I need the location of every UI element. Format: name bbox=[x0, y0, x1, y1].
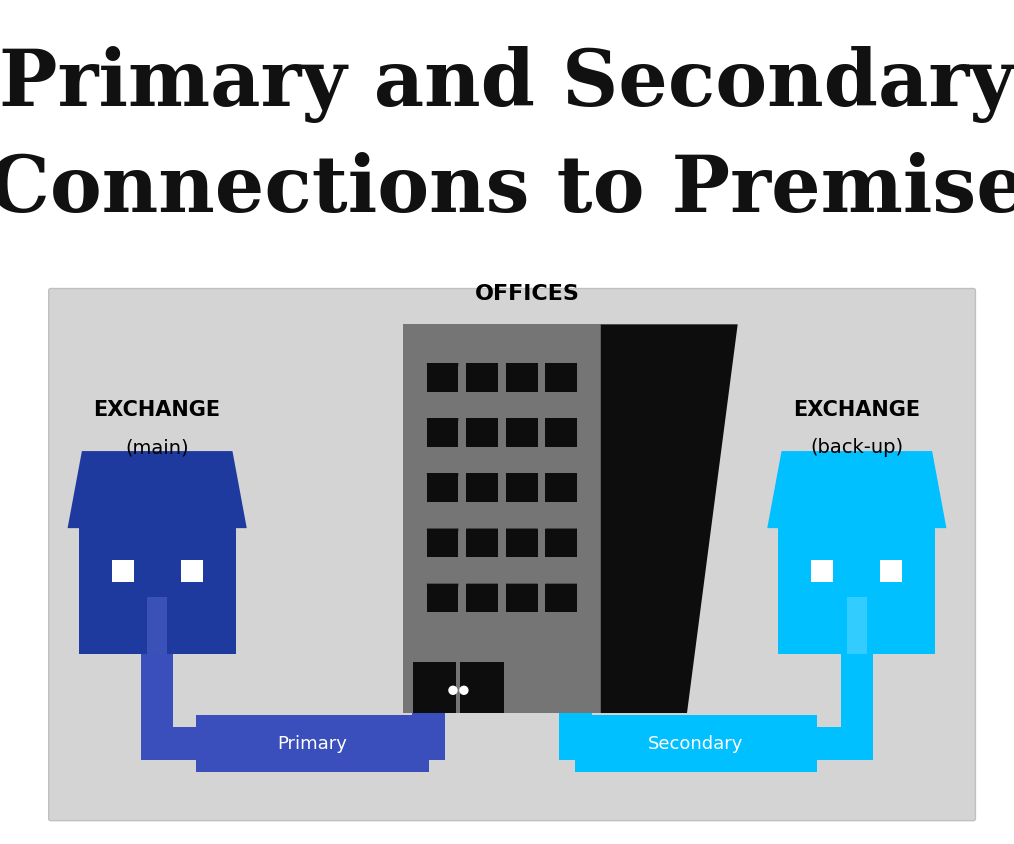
Bar bbox=[575, 715, 816, 772]
Polygon shape bbox=[768, 452, 946, 528]
Polygon shape bbox=[427, 419, 458, 434]
Bar bbox=[404, 325, 601, 713]
Bar bbox=[180, 560, 203, 582]
Polygon shape bbox=[506, 364, 537, 379]
Polygon shape bbox=[466, 419, 498, 434]
Bar bbox=[546, 473, 577, 502]
Bar bbox=[466, 584, 498, 613]
Bar bbox=[546, 419, 577, 447]
Bar bbox=[427, 584, 458, 613]
Bar bbox=[141, 728, 445, 760]
Bar bbox=[466, 419, 498, 447]
Polygon shape bbox=[466, 529, 498, 544]
Polygon shape bbox=[466, 473, 498, 490]
Polygon shape bbox=[546, 364, 577, 379]
Bar bbox=[880, 560, 902, 582]
Polygon shape bbox=[546, 529, 577, 544]
Polygon shape bbox=[546, 473, 577, 490]
Polygon shape bbox=[506, 529, 537, 544]
Bar bbox=[841, 646, 873, 760]
Bar bbox=[196, 715, 430, 772]
Bar bbox=[779, 528, 935, 654]
Bar bbox=[466, 473, 498, 502]
Bar bbox=[811, 560, 834, 582]
Bar bbox=[506, 529, 537, 558]
Polygon shape bbox=[427, 584, 458, 599]
Polygon shape bbox=[427, 364, 458, 379]
Circle shape bbox=[460, 686, 467, 695]
Polygon shape bbox=[427, 473, 458, 490]
Bar bbox=[412, 705, 445, 760]
Polygon shape bbox=[546, 584, 577, 599]
Bar bbox=[847, 598, 867, 654]
Text: (back-up): (back-up) bbox=[810, 438, 903, 457]
Text: (main): (main) bbox=[126, 438, 189, 457]
Polygon shape bbox=[466, 584, 498, 599]
Polygon shape bbox=[427, 529, 458, 544]
Bar bbox=[560, 705, 592, 760]
Bar bbox=[79, 528, 235, 654]
Bar bbox=[506, 473, 537, 502]
Bar bbox=[413, 663, 456, 713]
Bar bbox=[546, 529, 577, 558]
Bar bbox=[427, 473, 458, 502]
Bar bbox=[427, 419, 458, 447]
Text: Secondary: Secondary bbox=[648, 734, 743, 753]
FancyBboxPatch shape bbox=[49, 289, 975, 820]
Polygon shape bbox=[601, 325, 738, 713]
Polygon shape bbox=[466, 364, 498, 379]
Bar bbox=[506, 584, 537, 613]
Bar bbox=[427, 364, 458, 392]
Bar bbox=[560, 728, 873, 760]
Text: Connections to Premise: Connections to Premise bbox=[0, 152, 1014, 228]
Bar bbox=[506, 419, 537, 447]
Text: Primary and Secondary: Primary and Secondary bbox=[0, 46, 1014, 123]
Polygon shape bbox=[506, 584, 537, 599]
Text: EXCHANGE: EXCHANGE bbox=[793, 399, 921, 419]
Polygon shape bbox=[546, 419, 577, 434]
Bar bbox=[546, 364, 577, 392]
Circle shape bbox=[449, 686, 457, 695]
Bar bbox=[460, 663, 504, 713]
Bar bbox=[546, 584, 577, 613]
Text: OFFICES: OFFICES bbox=[476, 284, 580, 304]
Bar bbox=[141, 646, 173, 760]
Bar bbox=[112, 560, 134, 582]
Bar bbox=[466, 364, 498, 392]
Bar bbox=[427, 529, 458, 558]
Bar bbox=[466, 529, 498, 558]
Bar bbox=[506, 364, 537, 392]
Text: EXCHANGE: EXCHANGE bbox=[93, 399, 221, 419]
Bar bbox=[147, 598, 167, 654]
Text: Primary: Primary bbox=[278, 734, 348, 753]
Polygon shape bbox=[506, 473, 537, 490]
Polygon shape bbox=[68, 452, 246, 528]
Polygon shape bbox=[506, 419, 537, 434]
